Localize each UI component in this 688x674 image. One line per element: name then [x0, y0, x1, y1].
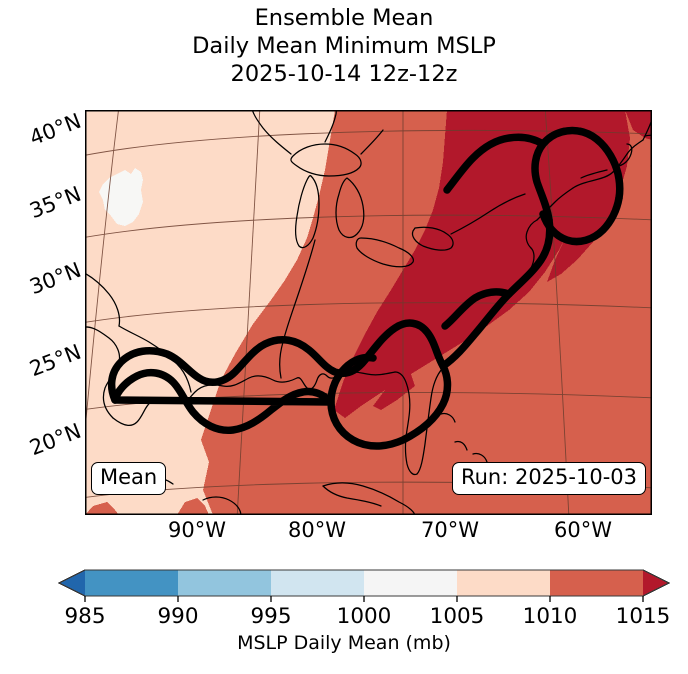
colorbar-band [178, 570, 272, 596]
colorbar-tick-label: 1010 [522, 604, 578, 629]
colorbar-band [85, 570, 179, 596]
lat-label-25N: 25°N [26, 339, 85, 382]
colorbar-under-arrow [59, 570, 85, 596]
title-line-1: Ensemble Mean [254, 5, 434, 31]
lat-label-30N: 30°N [26, 257, 85, 300]
colorbar-band [364, 570, 458, 596]
map-frame [85, 110, 652, 515]
lon-label-90W: 90°W [168, 518, 226, 542]
lat-label-40N: 40°N [26, 108, 85, 151]
colorbar-tick-label: 985 [64, 604, 106, 629]
colorbar-title: MSLP Daily Mean (mb) [237, 632, 451, 654]
colorbar-band [550, 570, 644, 596]
map-panel: Mean Run: 2025-10-03 [85, 110, 652, 515]
colorbar-tick-label: 1005 [429, 604, 485, 629]
colorbar-tick-label: 1000 [336, 604, 392, 629]
page-title: Ensemble Mean Daily Mean Minimum MSLP 20… [0, 4, 688, 88]
colorbar-band [271, 570, 365, 596]
colorbar-tick-label: 1015 [615, 604, 671, 629]
colorbar: 985 990 995 1000 1005 1010 1015 MSLP Daily Mea… [0, 560, 688, 674]
mean-label-box: Mean [91, 462, 167, 495]
colorbar-tick-label: 990 [157, 604, 199, 629]
lon-label-70W: 70°W [421, 518, 479, 542]
colorbar-band [457, 570, 551, 596]
lat-label-20N: 20°N [26, 418, 85, 461]
colorbar-over-arrow [643, 570, 669, 596]
run-date-box: Run: 2025-10-03 [451, 462, 646, 495]
colorbar-svg [57, 569, 671, 602]
lon-label-80W: 80°W [288, 518, 346, 542]
title-line-2: Daily Mean Minimum MSLP [192, 33, 496, 59]
mslp-map-svg [85, 110, 652, 515]
colorbar-tick-label: 995 [250, 604, 292, 629]
mslp-contour-line [107, 126, 624, 450]
lon-label-60W: 60°W [554, 518, 612, 542]
lat-label-35N: 35°N [26, 181, 85, 224]
title-line-3: 2025-10-14 12z-12z [230, 61, 458, 87]
